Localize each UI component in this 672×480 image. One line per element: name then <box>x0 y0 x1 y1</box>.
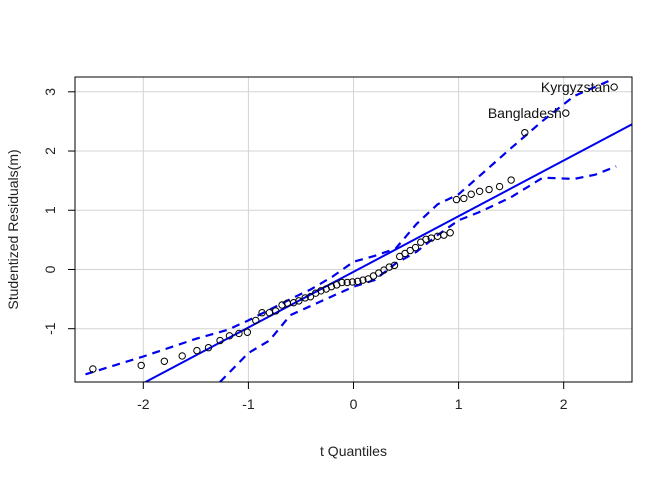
data-point <box>252 316 260 325</box>
y-tick-label: 1 <box>42 206 58 214</box>
x-tick-label: -2 <box>137 396 150 412</box>
data-point <box>216 336 224 345</box>
data-point <box>440 231 448 239</box>
y-tick-label: 0 <box>42 265 58 273</box>
data-point <box>289 298 298 307</box>
data-point <box>354 277 362 286</box>
point-annotations: Kyrgyzstan Bangladesh <box>488 79 610 121</box>
data-point <box>348 278 357 286</box>
point-label: Bangladesh <box>488 105 562 121</box>
data-point <box>475 187 484 196</box>
confidence-envelope <box>85 78 617 382</box>
data-point <box>467 190 475 198</box>
y-tick-label: 2 <box>42 147 58 155</box>
data-point <box>295 297 303 305</box>
data-point <box>278 301 286 309</box>
data-point <box>359 276 367 284</box>
data-point <box>343 278 351 287</box>
data-point <box>225 332 234 340</box>
data-point <box>317 287 325 295</box>
grid-lines <box>75 77 632 382</box>
data-point <box>485 185 493 194</box>
x-axis-title: t Quantiles <box>320 443 387 459</box>
data-point <box>235 329 243 338</box>
data-point <box>178 352 186 360</box>
x-tick-label: 1 <box>455 396 463 412</box>
data-point <box>306 293 315 301</box>
y-tick-label: 3 <box>42 88 58 96</box>
envelope-lower-line <box>219 165 617 382</box>
data-point <box>390 261 399 270</box>
data-points <box>89 83 618 373</box>
data-point <box>385 263 393 271</box>
data-point <box>460 194 468 203</box>
data-point <box>610 83 618 91</box>
data-point <box>495 182 504 191</box>
data-point <box>243 328 252 336</box>
y-axis: -1 0 1 2 3 <box>42 88 76 335</box>
x-tick-label: 0 <box>350 396 358 412</box>
x-axis: -2 -1 0 1 2 <box>137 381 568 412</box>
data-point <box>204 343 213 352</box>
data-point <box>137 361 145 370</box>
y-tick-label: -1 <box>42 322 58 335</box>
point-label: Kyrgyzstan <box>541 79 610 95</box>
data-point <box>327 282 336 291</box>
reference-line-group <box>143 123 632 382</box>
data-point <box>160 357 169 365</box>
data-point <box>411 243 420 252</box>
data-point <box>272 307 280 315</box>
data-point <box>193 346 201 355</box>
data-point <box>258 309 266 317</box>
envelope-upper-line <box>85 78 612 376</box>
y-axis-title: Studentized Residuals(m) <box>5 149 21 309</box>
data-point <box>265 309 274 317</box>
reference-line <box>143 123 632 382</box>
data-point <box>507 176 515 184</box>
x-tick-label: -1 <box>242 396 255 412</box>
data-point <box>452 195 461 204</box>
data-point <box>521 128 529 137</box>
data-point <box>338 278 346 287</box>
data-point <box>446 229 454 237</box>
x-tick-label: 2 <box>560 396 568 412</box>
data-point <box>562 109 570 117</box>
data-point <box>89 365 97 373</box>
data-point <box>422 235 430 243</box>
data-point <box>301 294 309 302</box>
